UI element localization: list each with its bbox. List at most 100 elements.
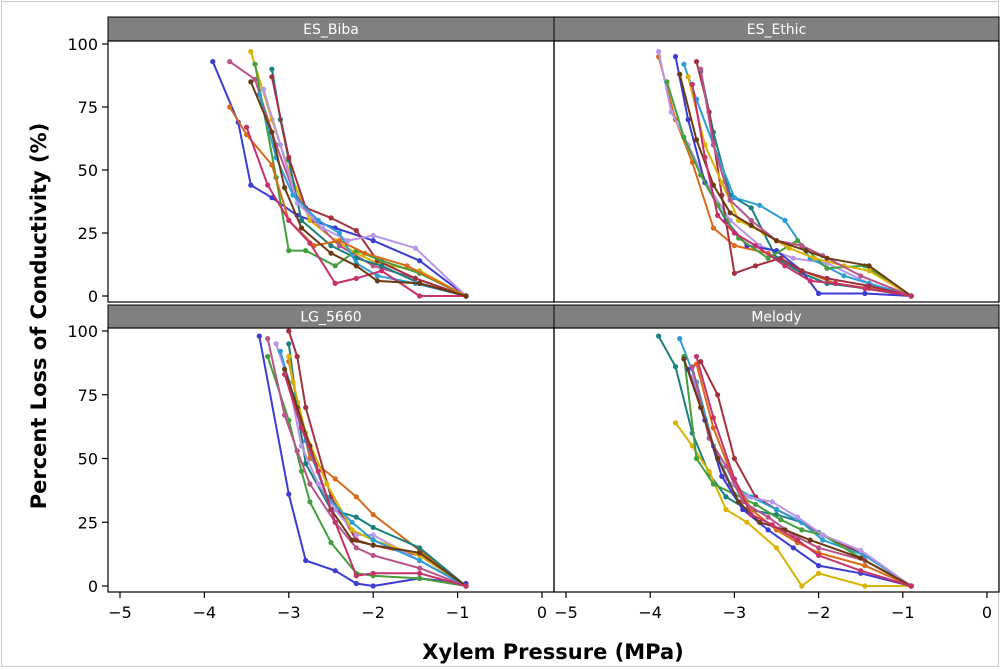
data-point [816, 570, 822, 576]
data-point [807, 537, 813, 543]
data-point [294, 448, 300, 454]
y-tick-label: 25 [78, 224, 98, 243]
data-point [379, 263, 385, 269]
data-point [417, 293, 423, 299]
panel-title: LG_5660 [300, 310, 361, 326]
data-point [698, 172, 704, 178]
data-point [769, 499, 775, 505]
data-point [736, 499, 742, 505]
data-point [908, 583, 914, 589]
series-line [682, 63, 912, 297]
series-line [262, 89, 467, 297]
data-point [315, 468, 321, 474]
data-point [824, 275, 830, 281]
data-point [816, 563, 822, 569]
data-point [286, 217, 292, 223]
y-tick-label: 75 [78, 386, 98, 405]
data-point [298, 443, 305, 449]
y-tick-label: 50 [78, 450, 98, 469]
data-point [719, 180, 725, 186]
data-point [803, 248, 809, 254]
data-point [269, 66, 275, 72]
x-tick-label: −5 [554, 603, 578, 622]
data-point [345, 238, 351, 244]
data-point [320, 225, 326, 231]
y-tick-label: 100 [67, 322, 98, 341]
data-point [370, 232, 376, 239]
data-point [672, 420, 679, 426]
data-point [417, 570, 423, 576]
data-point [731, 270, 738, 276]
series-line [691, 84, 912, 297]
data-point [816, 545, 822, 551]
panel-es_ethic: ES_Ethic [553, 16, 1000, 303]
data-point [731, 455, 738, 462]
x-axis-title: Xylem Pressure (MPa) [422, 640, 683, 664]
data-point [412, 275, 418, 281]
data-point [324, 481, 330, 487]
series-line [266, 338, 467, 587]
data-point [664, 79, 670, 85]
series-line [687, 76, 912, 297]
data-point [417, 575, 423, 582]
data-point [799, 243, 805, 249]
data-point [303, 404, 309, 411]
panel-frame [553, 327, 1000, 593]
data-point [417, 258, 423, 264]
data-point [349, 519, 355, 525]
data-point [227, 104, 233, 110]
data-point [248, 79, 254, 85]
data-point [294, 353, 300, 360]
data-point [858, 568, 864, 574]
data-point [702, 154, 708, 160]
data-point [298, 217, 305, 223]
series-line [283, 374, 467, 587]
data-point [332, 519, 338, 525]
data-point [862, 583, 868, 589]
data-point [769, 522, 775, 528]
data-point [858, 547, 864, 553]
series-line [283, 368, 467, 587]
data-point [698, 359, 704, 365]
panel-title: ES_Ethic [747, 22, 807, 38]
data-point [286, 154, 292, 160]
data-point [244, 124, 250, 130]
data-point [786, 245, 792, 251]
data-point [282, 412, 288, 418]
data-point [328, 250, 334, 256]
data-point [698, 66, 704, 72]
data-point [862, 290, 868, 297]
data-point [298, 468, 305, 474]
series-line [682, 356, 912, 587]
data-point [824, 255, 830, 261]
data-point [282, 366, 288, 372]
data-point [252, 76, 258, 82]
data-point [256, 333, 262, 339]
data-point [866, 268, 872, 274]
data-point [723, 463, 729, 469]
data-point [799, 527, 805, 533]
data-point [353, 580, 359, 587]
data-point [370, 570, 376, 576]
y-tick-label: 75 [78, 98, 98, 117]
series-line [674, 422, 912, 587]
series-line [258, 335, 467, 587]
data-point [693, 353, 700, 360]
data-point [685, 74, 691, 80]
panel-header [553, 16, 1000, 42]
data-point [269, 129, 275, 135]
y-axis-title: Percent Loss of Conductivity (%) [27, 123, 51, 510]
data-point [353, 263, 359, 269]
data-point [731, 476, 738, 482]
data-point [379, 268, 385, 274]
data-point [748, 217, 754, 223]
data-point [723, 506, 729, 513]
x-tick-label: 0 [537, 603, 547, 622]
series-line [678, 73, 912, 297]
data-point [794, 238, 801, 244]
data-point [463, 583, 469, 589]
data-point [782, 217, 788, 223]
series-line [287, 356, 467, 587]
